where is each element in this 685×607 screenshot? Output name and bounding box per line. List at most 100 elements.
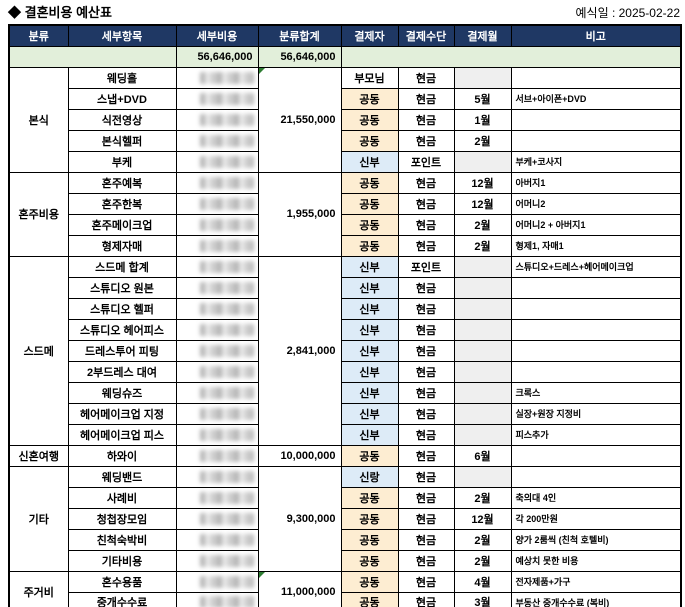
payer-cell[interactable]: 신부 [340, 360, 399, 383]
cost-cell[interactable] [175, 486, 259, 509]
payment-month-cell[interactable]: 4월 [453, 570, 512, 593]
note-cell[interactable]: 어머니2 + 아버지1 [510, 213, 682, 236]
total-detail-cost-cell[interactable]: 56,646,000 [175, 45, 259, 68]
payment-method-cell[interactable]: 현금 [397, 276, 455, 299]
item-cell[interactable]: 기타비용 [67, 549, 177, 572]
note-cell[interactable]: 부동산 중개수수료 (복비) [510, 591, 682, 607]
payment-month-cell[interactable] [453, 297, 512, 320]
payer-cell[interactable]: 공동 [340, 192, 399, 215]
payment-month-cell[interactable]: 5월 [453, 87, 512, 110]
payment-method-cell[interactable]: 현금 [397, 108, 455, 131]
payment-method-cell[interactable]: 현금 [397, 318, 455, 341]
item-cell[interactable]: 웨딩홀 [67, 66, 177, 89]
item-cell[interactable]: 드레스투어 피팅 [67, 339, 177, 362]
payment-method-cell[interactable]: 현금 [397, 234, 455, 257]
cost-cell[interactable] [175, 66, 259, 89]
payer-cell[interactable]: 공동 [340, 528, 399, 551]
cost-cell[interactable] [175, 108, 259, 131]
note-cell[interactable]: 피스추가 [510, 423, 682, 446]
note-cell[interactable] [510, 465, 682, 488]
payment-month-cell[interactable] [453, 255, 512, 278]
payment-month-cell[interactable]: 1월 [453, 108, 512, 131]
payment-method-cell[interactable]: 현금 [397, 465, 455, 488]
cost-cell[interactable] [175, 234, 259, 257]
payment-method-cell[interactable]: 현금 [397, 570, 455, 593]
cost-cell[interactable] [175, 339, 259, 362]
cost-cell[interactable] [175, 276, 259, 299]
cost-cell[interactable] [175, 192, 259, 215]
payment-method-cell[interactable]: 현금 [397, 402, 455, 425]
cost-cell[interactable] [175, 423, 259, 446]
note-cell[interactable]: 실장+원장 지정비 [510, 402, 682, 425]
payment-month-cell[interactable] [453, 465, 512, 488]
payer-cell[interactable]: 공동 [340, 213, 399, 236]
note-cell[interactable]: 어머니2 [510, 192, 682, 215]
payer-cell[interactable]: 공동 [340, 108, 399, 131]
payment-month-cell[interactable] [453, 276, 512, 299]
item-cell[interactable]: 웨딩슈즈 [67, 381, 177, 404]
item-cell[interactable]: 스냅+DVD [67, 87, 177, 110]
category-cell[interactable]: 기타 [8, 465, 69, 572]
payer-cell[interactable]: 신부 [340, 150, 399, 173]
payment-method-cell[interactable]: 포인트 [397, 150, 455, 173]
item-cell[interactable]: 스튜디오 헬퍼 [67, 297, 177, 320]
payer-cell[interactable]: 공동 [340, 234, 399, 257]
note-cell[interactable] [510, 276, 682, 299]
payment-month-cell[interactable]: 2월 [453, 234, 512, 257]
payment-method-cell[interactable]: 현금 [397, 528, 455, 551]
cost-cell[interactable] [175, 171, 259, 194]
payer-cell[interactable]: 신부 [340, 318, 399, 341]
item-cell[interactable]: 혼주메이크업 [67, 213, 177, 236]
group-total-cell[interactable]: 2,841,000 [257, 255, 342, 446]
payer-cell[interactable]: 신부 [340, 339, 399, 362]
item-cell[interactable]: 혼수용품 [67, 570, 177, 593]
payment-method-cell[interactable]: 현금 [397, 549, 455, 572]
payment-month-cell[interactable]: 12월 [453, 507, 512, 530]
payer-cell[interactable]: 신부 [340, 381, 399, 404]
payer-cell[interactable]: 공동 [340, 591, 399, 607]
group-total-cell[interactable]: 21,550,000 [257, 66, 342, 173]
payer-cell[interactable]: 공동 [340, 507, 399, 530]
item-cell[interactable]: 식전영상 [67, 108, 177, 131]
payment-method-cell[interactable]: 현금 [397, 213, 455, 236]
payment-month-cell[interactable]: 6월 [453, 444, 512, 467]
cost-cell[interactable] [175, 360, 259, 383]
note-cell[interactable] [510, 360, 682, 383]
cost-cell[interactable] [175, 402, 259, 425]
payer-cell[interactable]: 공동 [340, 171, 399, 194]
note-cell[interactable] [510, 108, 682, 131]
payment-method-cell[interactable]: 현금 [397, 171, 455, 194]
cost-cell[interactable] [175, 255, 259, 278]
group-total-cell[interactable]: 11,000,000 [257, 570, 342, 607]
note-cell[interactable] [510, 339, 682, 362]
item-cell[interactable]: 하와이 [67, 444, 177, 467]
cost-cell[interactable] [175, 297, 259, 320]
payment-month-cell[interactable] [453, 381, 512, 404]
note-cell[interactable] [510, 129, 682, 152]
payment-month-cell[interactable]: 3월 [453, 591, 512, 607]
payment-month-cell[interactable]: 12월 [453, 192, 512, 215]
category-cell[interactable]: 신혼여행 [8, 444, 69, 467]
cost-cell[interactable] [175, 549, 259, 572]
note-cell[interactable]: 형제1, 자매1 [510, 234, 682, 257]
note-cell[interactable]: 축의대 4인 [510, 486, 682, 509]
payment-month-cell[interactable]: 2월 [453, 528, 512, 551]
payment-method-cell[interactable]: 현금 [397, 444, 455, 467]
payer-cell[interactable]: 신부 [340, 402, 399, 425]
payment-method-cell[interactable]: 현금 [397, 66, 455, 89]
note-cell[interactable]: 크록스 [510, 381, 682, 404]
payment-method-cell[interactable]: 현금 [397, 192, 455, 215]
cost-cell[interactable] [175, 591, 259, 607]
column-header[interactable]: 분류 [8, 24, 69, 47]
item-cell[interactable]: 헤어메이크업 피스 [67, 423, 177, 446]
payment-month-cell[interactable] [453, 402, 512, 425]
note-cell[interactable]: 아버지1 [510, 171, 682, 194]
item-cell[interactable]: 청첩장모임 [67, 507, 177, 530]
column-header[interactable]: 결제수단 [397, 24, 455, 47]
payment-month-cell[interactable]: 12월 [453, 171, 512, 194]
payment-method-cell[interactable]: 현금 [397, 129, 455, 152]
note-cell[interactable] [510, 66, 682, 89]
cost-cell[interactable] [175, 150, 259, 173]
column-header[interactable]: 결제자 [340, 24, 399, 47]
note-cell[interactable] [510, 444, 682, 467]
